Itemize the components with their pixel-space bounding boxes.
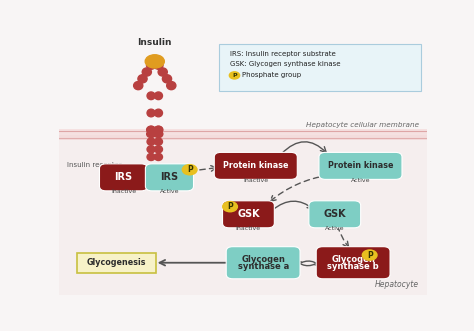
Circle shape [182,165,197,175]
Text: P: P [232,73,237,78]
Circle shape [362,250,377,260]
Ellipse shape [147,146,155,153]
Text: Protein kinase: Protein kinase [223,162,289,170]
Ellipse shape [155,138,163,145]
Ellipse shape [142,68,151,76]
Circle shape [229,72,240,79]
Text: Insulin receptor: Insulin receptor [66,162,121,167]
FancyBboxPatch shape [319,152,402,179]
Text: IRS: IRS [115,172,133,182]
Ellipse shape [134,81,143,90]
Text: Inactive: Inactive [243,178,268,183]
Ellipse shape [167,81,176,90]
FancyBboxPatch shape [309,201,361,228]
Text: Protein kinase: Protein kinase [328,162,393,170]
Text: Active: Active [325,226,345,231]
Ellipse shape [147,109,155,117]
Text: Insulin: Insulin [137,38,172,47]
Ellipse shape [158,68,167,76]
FancyBboxPatch shape [226,247,300,279]
FancyBboxPatch shape [77,253,155,273]
FancyBboxPatch shape [219,44,421,91]
Ellipse shape [163,75,172,83]
Ellipse shape [147,92,155,100]
Text: P: P [367,251,373,260]
Ellipse shape [155,92,163,100]
FancyBboxPatch shape [146,164,193,191]
FancyBboxPatch shape [100,164,147,191]
Circle shape [223,202,237,212]
Ellipse shape [155,109,163,117]
Ellipse shape [155,146,163,153]
FancyBboxPatch shape [222,201,274,228]
Ellipse shape [138,75,147,83]
Text: GSK: GSK [323,209,346,219]
Ellipse shape [146,61,155,69]
Text: Active: Active [351,178,370,183]
Text: IRS: Insulin receptor substrate: IRS: Insulin receptor substrate [230,51,336,57]
Text: Phosphate group: Phosphate group [242,72,301,78]
Text: Glycogenesis: Glycogenesis [86,258,146,267]
Ellipse shape [155,153,163,161]
Ellipse shape [147,153,155,161]
Text: P: P [227,202,233,211]
Text: Glycogen: Glycogen [331,255,375,264]
Bar [59,135,427,295]
Circle shape [145,55,164,68]
Ellipse shape [147,126,155,134]
Text: Hepatocyte cellular membrane: Hepatocyte cellular membrane [306,122,419,128]
Bar [59,129,427,140]
Text: GSK: Glycogen synthase kinase: GSK: Glycogen synthase kinase [230,61,340,67]
Ellipse shape [154,61,163,69]
Text: Hepatocyte: Hepatocyte [375,280,419,290]
Text: P: P [187,165,192,174]
Ellipse shape [155,126,163,134]
FancyBboxPatch shape [214,152,297,179]
Text: GSK: GSK [237,209,260,219]
Text: synthase a: synthase a [237,262,289,271]
Text: Active: Active [160,189,179,194]
Ellipse shape [147,138,155,145]
Text: Glycogen: Glycogen [241,255,285,264]
FancyBboxPatch shape [316,247,390,279]
Ellipse shape [146,126,155,133]
Ellipse shape [154,126,163,133]
Ellipse shape [154,130,163,138]
Text: IRS: IRS [160,172,179,182]
Text: Inactive: Inactive [111,189,136,194]
Text: Inactive: Inactive [236,226,261,231]
Text: synthase b: synthase b [328,262,379,271]
Ellipse shape [146,130,155,138]
